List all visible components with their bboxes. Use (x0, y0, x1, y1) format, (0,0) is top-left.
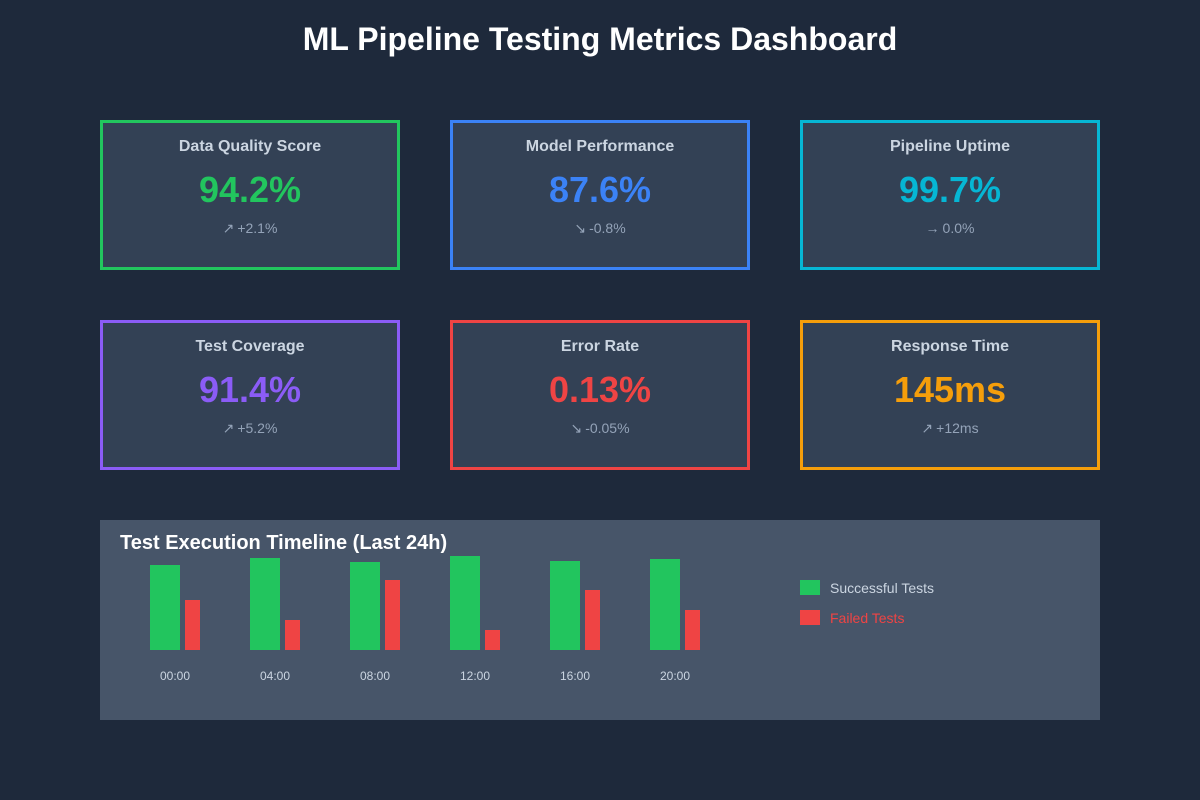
card-title: Model Performance (525, 138, 675, 155)
bar-failed-1600 (585, 590, 600, 650)
card-change: ↗ +12ms (803, 419, 1097, 437)
change-value: 0.0% (942, 220, 975, 236)
trend-up-icon: ↗ (222, 220, 235, 236)
card-title: Test Coverage (195, 338, 305, 355)
card-value: 0.13% (548, 369, 652, 410)
bar-successful-2000 (650, 559, 680, 650)
card-data-quality-score: Data Quality Score 94.2% ↗ +2.1% (100, 120, 400, 270)
test-execution-timeline-panel: 00:00 04:00 08:00 12:00 16:00 20:00 Test Exec… (100, 520, 1100, 720)
card-value: 94.2% (198, 169, 302, 210)
x-tick-label: 08:00 (360, 669, 390, 683)
bar-failed-0000 (185, 600, 200, 650)
card-title: Pipeline Uptime (889, 138, 1011, 155)
card-value: 87.6% (548, 169, 652, 210)
bar-successful-1200 (450, 556, 480, 650)
x-tick-label: 04:00 (260, 669, 290, 683)
card-change: ↗ +5.2% (103, 419, 397, 437)
bar-successful-1600 (550, 561, 580, 650)
card-value: 91.4% (198, 369, 302, 410)
timeline-bar-chart: 00:00 04:00 08:00 12:00 16:00 20:00 (150, 556, 700, 683)
card-change: ↘ -0.8% (453, 219, 747, 237)
trend-up-icon: ↗ (921, 420, 934, 436)
card-pipeline-uptime: Pipeline Uptime 99.7% → 0.0% (800, 120, 1100, 270)
trend-flat-icon: → (925, 220, 940, 236)
bar-failed-2000 (685, 610, 700, 650)
x-tick-label: 00:00 (160, 669, 190, 683)
bar-failed-0800 (385, 580, 400, 650)
legend-label-failed: Failed Tests (830, 610, 905, 626)
bar-failed-0400 (285, 620, 300, 650)
change-value: +12ms (936, 420, 979, 436)
bar-successful-0400 (250, 558, 280, 650)
trend-down-icon: ↘ (570, 420, 583, 436)
legend-swatch-successful (800, 580, 820, 595)
card-title: Data Quality Score (178, 138, 322, 155)
card-error-rate: Error Rate 0.13% ↘ -0.05% (450, 320, 750, 470)
change-value: -0.05% (585, 420, 630, 436)
legend-label-successful: Successful Tests (830, 580, 935, 596)
card-model-performance: Model Performance 87.6% ↘ -0.8% (450, 120, 750, 270)
card-title: Error Rate (560, 338, 640, 355)
card-value: 145ms (893, 369, 1007, 410)
card-title: Response Time (891, 338, 1009, 355)
trend-down-icon: ↘ (574, 220, 587, 236)
bar-successful-0000 (150, 565, 180, 650)
card-value: 99.7% (898, 169, 1002, 210)
x-tick-label: 16:00 (560, 669, 590, 683)
card-test-coverage: Test Coverage 91.4% ↗ +5.2% (100, 320, 400, 470)
page-title: ML Pipeline Testing Metrics Dashboard (302, 21, 898, 57)
card-change: → 0.0% (803, 219, 1097, 237)
card-change: ↗ +2.1% (103, 219, 397, 237)
bar-failed-1200 (485, 630, 500, 650)
legend-swatch-failed (800, 610, 820, 625)
x-tick-label: 20:00 (660, 669, 690, 683)
card-response-time: Response Time 145ms ↗ +12ms (800, 320, 1100, 470)
change-value: +5.2% (237, 420, 278, 436)
chart-title: Test Execution Timeline (Last 24h) (120, 532, 448, 554)
change-value: +2.1% (237, 220, 278, 236)
trend-up-icon: ↗ (222, 420, 235, 436)
card-change: ↘ -0.05% (453, 419, 747, 437)
x-tick-label: 12:00 (460, 669, 490, 683)
bar-successful-0800 (350, 562, 380, 650)
change-value: -0.8% (589, 220, 626, 236)
